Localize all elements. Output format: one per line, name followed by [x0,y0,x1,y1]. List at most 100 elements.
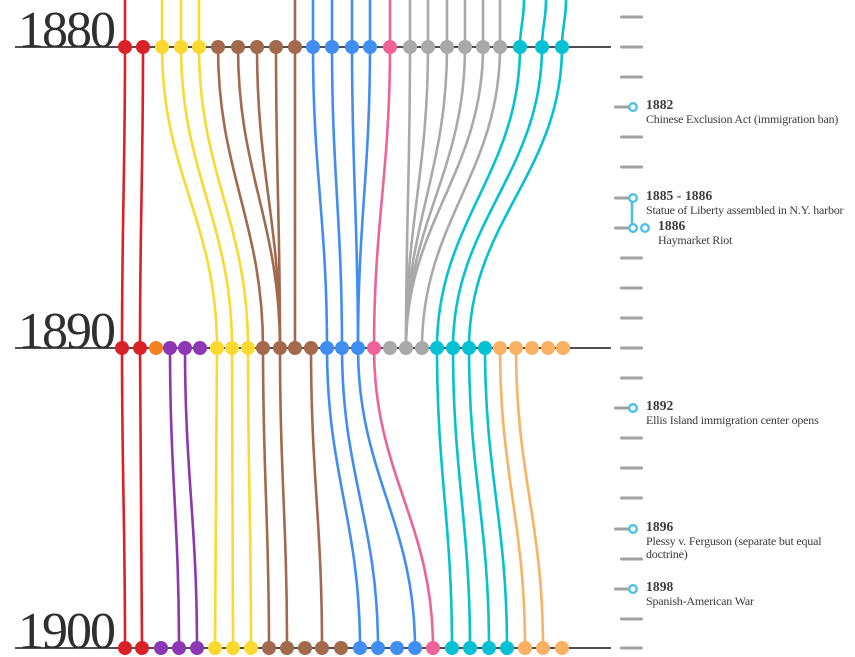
event-description: Chinese Exclusion Act (immigration ban) [646,112,839,126]
decade-dot-gray [493,40,507,54]
year-tick-event [614,105,631,109]
year-tick [620,165,643,169]
decade-dot-gray [403,40,417,54]
stream-line-red [138,346,144,650]
event-marker-ring[interactable] [628,584,639,595]
event-description: Ellis Island immigration center opens [646,413,819,427]
event-entry-1898: 1898 Spanish-American War [646,580,855,608]
decade-dot-yellow [241,341,255,355]
event-year: 1898 [646,579,674,594]
stream-line-blue [325,346,362,650]
decade-dot-lightorange [536,641,550,655]
decade-dot-gray [421,40,435,54]
stream-line-cyan [560,0,568,49]
stream-line-brown [216,45,265,350]
decade-dot-brown [256,341,270,355]
stream-line-gray [404,45,485,350]
decade-dot-yellow [155,40,169,54]
decade-label-1880: 1880 [18,2,116,59]
decade-dot-lightorange [509,341,523,355]
event-description: Plessy v. Ferguson (separate but equal d… [646,534,822,561]
decade-dot-cyan [462,341,476,355]
event-year: 1896 [646,519,674,534]
year-tick [620,75,643,79]
decade-dot-yellow [174,40,188,54]
event-marker-ring[interactable] [640,222,651,233]
decade-dot-red [133,341,147,355]
event-marker-ring[interactable] [628,222,639,233]
year-tick [620,346,643,350]
event-entry-1892: 1892 Ellis Island immigration center ope… [646,399,855,427]
event-description: Statue of Liberty assembled in N.Y. harb… [646,203,844,217]
stream-line-red [120,45,127,350]
event-entry-1882: 1882 Chinese Exclusion Act (immigration … [646,98,855,126]
decade-dot-lightorange [541,341,555,355]
decade-dot-brown [231,40,245,54]
decade-dot-blue [345,40,359,54]
year-tick [620,135,643,139]
decade-dot-brown [269,40,283,54]
stream-line-pink [372,45,392,350]
stream-line-cyan [518,0,526,49]
decade-dot-brown [273,341,287,355]
decade-dot-brown [304,341,318,355]
decade-dot-brown [262,641,276,655]
event-marker-ring[interactable] [628,524,639,535]
stream-line-cyan [451,45,544,350]
year-tick [620,256,643,260]
decade-dot-brown [315,641,329,655]
decade-dot-blue [371,641,385,655]
stream-line-red [138,45,145,350]
year-tick [620,376,643,380]
year-tick [620,15,643,19]
stream-line-blue [340,346,380,650]
decade-dot-cyan [535,40,549,54]
year-tick-event [614,587,631,591]
stream-line-cyan [467,346,491,650]
decade-dot-pink [367,341,381,355]
decade-label-1890: 1890 [18,303,116,360]
event-marker-ring[interactable] [628,403,639,414]
decade-dot-blue [408,641,422,655]
decade-dot-cyan [513,40,527,54]
stream-line-cyan [435,45,522,350]
decade-dot-brown [288,341,302,355]
year-tick [620,316,643,320]
year-tick-event [614,527,631,531]
event-description: Haymarket Riot [658,233,733,247]
stream-line-pink [372,346,435,650]
decade-dot-pink [426,641,440,655]
decade-dot-purple [178,341,192,355]
decade-dot-yellow [210,341,224,355]
stream-line-cyan [467,45,564,350]
stream-line-brown [278,346,289,650]
stream-line-brown [274,45,282,350]
decade-dot-red [115,341,129,355]
decade-dot-purple [190,641,204,655]
decade-dot-purple [193,341,207,355]
year-tick-event [614,406,631,410]
decade-dot-orange [149,341,163,355]
decade-dot-red [135,641,149,655]
decade-dot-red [118,40,132,54]
decade-dot-gray [415,341,429,355]
stream-line-brown [261,346,271,650]
decade-dot-red [136,40,150,54]
event-marker-ring[interactable] [628,101,639,112]
event-marker-ring[interactable] [628,192,639,203]
decade-dot-brown [211,40,225,54]
stream-line-gray [420,45,502,350]
decade-dot-gray [440,40,454,54]
event-year: 1885 - 1886 [646,188,713,203]
decade-dot-cyan [500,641,514,655]
year-tick [620,557,643,561]
decade-dot-cyan [555,40,569,54]
decade-dot-pink [383,40,397,54]
stream-line-lightorange [498,346,527,650]
decade-dot-brown [250,40,264,54]
decade-dot-yellow [208,641,222,655]
event-description: Spanish-American War [646,594,754,608]
decade-dot-cyan [482,641,496,655]
decade-dot-yellow [244,641,258,655]
